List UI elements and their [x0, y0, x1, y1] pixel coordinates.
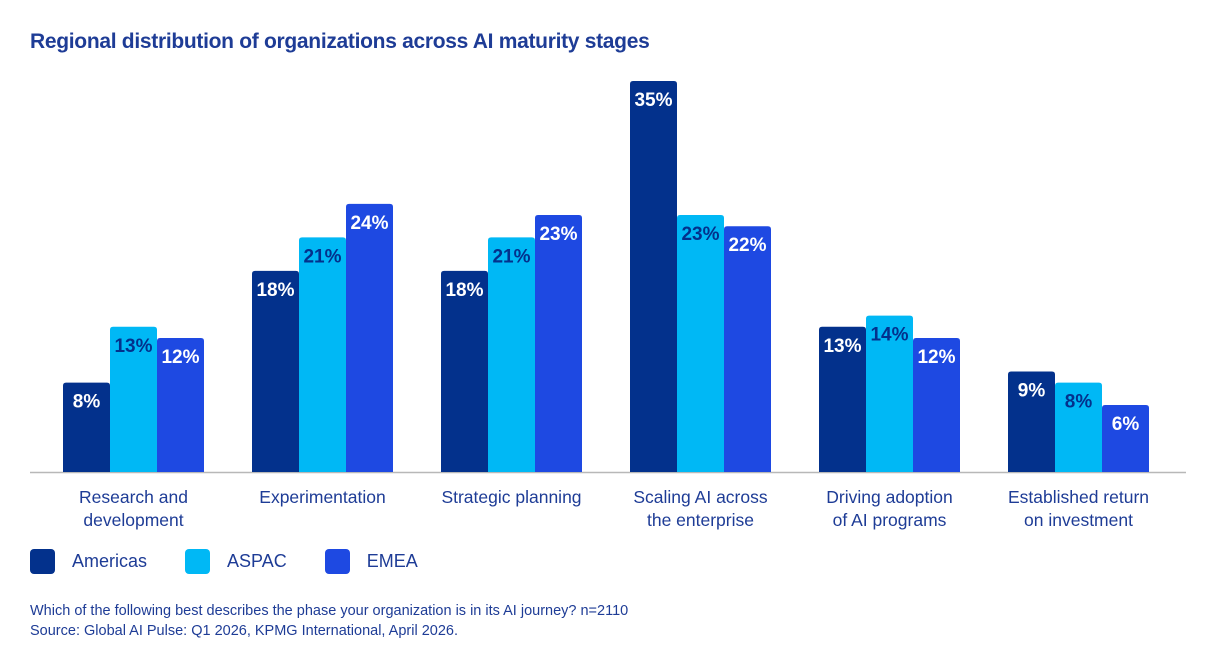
bar-aspac-experimentation	[299, 237, 346, 472]
legend-item-americas: Americas	[30, 549, 147, 574]
bar-americas-research-and-development	[63, 382, 110, 472]
category-label-established-return-on-investment: Established return on investment	[1008, 487, 1149, 530]
bar-aspac-research-and-development	[110, 326, 157, 472]
category-label-research-and-development: Research and development	[79, 487, 188, 530]
bar-emea-driving-adoption-of-ai-programs	[913, 337, 960, 472]
category-label-scaling-ai-across-the-enterprise: Scaling AI across the enterprise	[633, 487, 767, 530]
data-label-americas-experimentation: 18%	[256, 280, 294, 301]
data-label-aspac-driving-adoption-of-ai-programs: 14%	[870, 325, 908, 346]
data-label-emea-scaling-ai-across-the-enterprise: 22%	[728, 235, 766, 256]
data-label-emea-experimentation: 24%	[350, 213, 388, 234]
bar-americas-strategic-planning	[441, 270, 488, 472]
legend-label-aspac: ASPAC	[227, 551, 287, 571]
data-label-americas-strategic-planning: 18%	[445, 280, 483, 301]
bar-aspac-established-return-on-investment	[1055, 382, 1102, 472]
data-label-americas-driving-adoption-of-ai-programs: 13%	[823, 336, 861, 357]
bar-chart: 8% 13% 12% Research and development 18% 21% 24%…	[30, 81, 1186, 530]
data-label-aspac-research-and-development: 13%	[114, 336, 152, 357]
legend-label-emea: EMEA	[366, 551, 418, 571]
footnote: Which of the following best describes th…	[30, 601, 628, 641]
source-note: Source: Global AI Pulse: Q1 2026, KPMG I…	[30, 623, 458, 639]
data-label-americas-scaling-ai-across-the-enterprise: 35%	[634, 90, 672, 111]
data-label-emea-established-return-on-investment: 6%	[1112, 414, 1140, 435]
bar-americas-experimentation	[252, 270, 299, 472]
bar-americas-driving-adoption-of-ai-programs	[819, 326, 866, 472]
legend-label-americas: Americas	[72, 551, 148, 571]
chart-legend: Americas ASPAC EMEA	[30, 549, 456, 574]
bar-aspac-driving-adoption-of-ai-programs	[866, 315, 913, 472]
legend-item-emea: EMEA	[324, 549, 418, 574]
bar-aspac-scaling-ai-across-the-enterprise	[677, 215, 724, 473]
legend-item-aspac: ASPAC	[185, 549, 287, 574]
category-label-driving-adoption-of-ai-programs: Driving adoption of AI programs	[826, 487, 952, 530]
legend-swatch-aspac	[185, 549, 211, 574]
data-label-emea-research-and-development: 12%	[161, 347, 199, 368]
bar-aspac-strategic-planning	[488, 237, 535, 472]
data-label-emea-strategic-planning: 23%	[539, 224, 577, 245]
chart-title: Regional distribution of organizations a…	[30, 30, 650, 53]
data-label-americas-established-return-on-investment: 9%	[1018, 380, 1046, 401]
data-label-emea-driving-adoption-of-ai-programs: 12%	[917, 347, 955, 368]
data-label-aspac-experimentation: 21%	[303, 246, 341, 267]
data-label-aspac-established-return-on-investment: 8%	[1065, 392, 1093, 413]
legend-swatch-americas	[30, 549, 55, 574]
bar-emea-experimentation	[346, 203, 393, 472]
bar-americas-established-return-on-investment	[1008, 371, 1055, 472]
category-label-strategic-planning: Strategic planning	[441, 487, 581, 507]
category-label-experimentation: Experimentation	[259, 487, 385, 507]
bar-emea-established-return-on-investment	[1102, 404, 1149, 472]
legend-swatch-emea	[324, 549, 350, 574]
bar-emea-scaling-ai-across-the-enterprise	[724, 226, 771, 472]
bar-americas-scaling-ai-across-the-enterprise	[630, 81, 677, 472]
data-label-americas-research-and-development: 8%	[73, 392, 101, 413]
data-label-aspac-scaling-ai-across-the-enterprise: 23%	[681, 224, 719, 245]
bar-emea-strategic-planning	[535, 215, 582, 473]
data-label-aspac-strategic-planning: 21%	[492, 246, 530, 267]
bar-emea-research-and-development	[157, 337, 204, 472]
survey-question-note: Which of the following best describes th…	[30, 603, 629, 619]
